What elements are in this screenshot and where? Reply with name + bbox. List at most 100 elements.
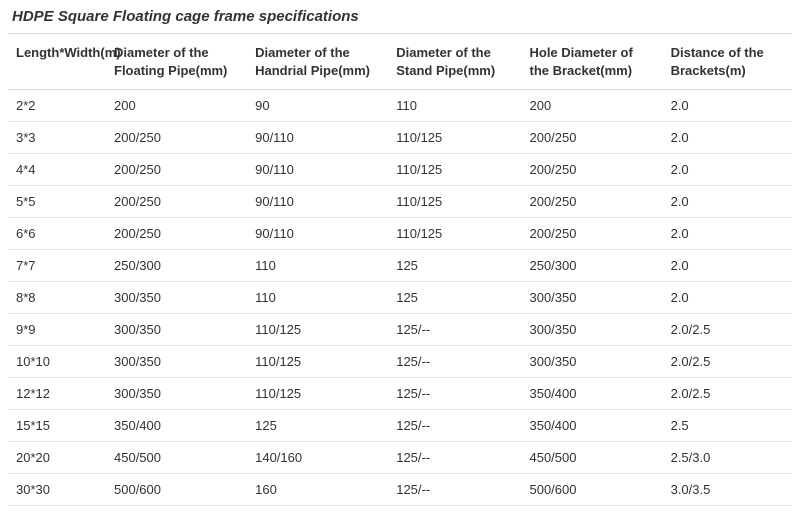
table-cell: 350/400: [521, 378, 662, 410]
table-cell: 300/350: [106, 314, 247, 346]
table-row: 15*15350/400125125/--350/4002.5: [8, 410, 792, 442]
table-row: 30*30500/600160125/--500/6003.0/3.5: [8, 474, 792, 506]
table-cell: 200/250: [106, 154, 247, 186]
col-header-distance-brackets: Distance of the Brackets(m): [663, 34, 792, 90]
table-cell: 12*12: [8, 378, 106, 410]
table-cell: 10*10: [8, 346, 106, 378]
table-cell: 2.0: [663, 186, 792, 218]
col-header-hole-diameter: Hole Diameter of the Bracket(mm): [521, 34, 662, 90]
table-cell: 2.0: [663, 250, 792, 282]
table-cell: 9*9: [8, 314, 106, 346]
table-cell: 90/110: [247, 154, 388, 186]
table-cell: 2*2: [8, 90, 106, 122]
table-row: 2*2200901102002.0: [8, 90, 792, 122]
table-row: 6*6200/25090/110110/125200/2502.0: [8, 218, 792, 250]
table-cell: 500/600: [106, 474, 247, 506]
table-cell: 125/--: [388, 314, 521, 346]
table-cell: 160: [247, 474, 388, 506]
table-cell: 125/--: [388, 378, 521, 410]
table-cell: 250/300: [521, 250, 662, 282]
table-cell: 125/--: [388, 442, 521, 474]
table-cell: 250/300: [106, 250, 247, 282]
table-cell: 110/125: [388, 218, 521, 250]
spec-table: Length*Width(m) Diameter of the Floating…: [8, 33, 792, 506]
table-cell: 110/125: [247, 314, 388, 346]
table-cell: 110/125: [247, 346, 388, 378]
table-cell: 3.0/3.5: [663, 474, 792, 506]
table-cell: 20*20: [8, 442, 106, 474]
table-cell: 300/350: [521, 282, 662, 314]
table-cell: 125: [388, 250, 521, 282]
table-row: 20*20450/500140/160125/--450/5002.5/3.0: [8, 442, 792, 474]
table-cell: 125/--: [388, 474, 521, 506]
table-row: 4*4200/25090/110110/125200/2502.0: [8, 154, 792, 186]
table-cell: 200/250: [521, 218, 662, 250]
table-cell: 125: [388, 282, 521, 314]
table-cell: 2.0: [663, 154, 792, 186]
table-cell: 15*15: [8, 410, 106, 442]
col-header-floating-pipe: Diameter of the Floating Pipe(mm): [106, 34, 247, 90]
table-row: 10*10300/350110/125125/--300/3502.0/2.5: [8, 346, 792, 378]
table-cell: 125/--: [388, 346, 521, 378]
table-row: 12*12300/350110/125125/--350/4002.0/2.5: [8, 378, 792, 410]
table-cell: 200: [106, 90, 247, 122]
table-cell: 300/350: [521, 314, 662, 346]
table-cell: 300/350: [521, 346, 662, 378]
table-cell: 300/350: [106, 282, 247, 314]
col-header-handrial-pipe: Diameter of the Handrial Pipe(mm): [247, 34, 388, 90]
table-header-row: Length*Width(m) Diameter of the Floating…: [8, 34, 792, 90]
table-cell: 200/250: [106, 218, 247, 250]
table-cell: 6*6: [8, 218, 106, 250]
table-cell: 450/500: [106, 442, 247, 474]
table-cell: 110: [247, 282, 388, 314]
table-cell: 3*3: [8, 122, 106, 154]
table-cell: 110/125: [388, 154, 521, 186]
table-cell: 110/125: [388, 122, 521, 154]
table-cell: 125/--: [388, 410, 521, 442]
table-cell: 90: [247, 90, 388, 122]
table-cell: 200/250: [521, 154, 662, 186]
table-cell: 125: [247, 410, 388, 442]
table-row: 5*5200/25090/110110/125200/2502.0: [8, 186, 792, 218]
table-cell: 200/250: [106, 122, 247, 154]
table-cell: 8*8: [8, 282, 106, 314]
table-cell: 90/110: [247, 186, 388, 218]
table-cell: 2.0/2.5: [663, 346, 792, 378]
col-header-stand-pipe: Diameter of the Stand Pipe(mm): [388, 34, 521, 90]
table-cell: 200/250: [521, 186, 662, 218]
table-row: 9*9300/350110/125125/--300/3502.0/2.5: [8, 314, 792, 346]
table-row: 7*7250/300110125250/3002.0: [8, 250, 792, 282]
table-cell: 2.0: [663, 122, 792, 154]
col-header-length-width: Length*Width(m): [8, 34, 106, 90]
table-cell: 2.5/3.0: [663, 442, 792, 474]
table-cell: 110: [388, 90, 521, 122]
table-cell: 200/250: [106, 186, 247, 218]
table-cell: 7*7: [8, 250, 106, 282]
table-cell: 300/350: [106, 346, 247, 378]
table-cell: 450/500: [521, 442, 662, 474]
table-cell: 2.0: [663, 90, 792, 122]
table-cell: 140/160: [247, 442, 388, 474]
table-cell: 2.0/2.5: [663, 314, 792, 346]
table-cell: 5*5: [8, 186, 106, 218]
table-cell: 4*4: [8, 154, 106, 186]
table-cell: 2.0: [663, 282, 792, 314]
table-cell: 200/250: [521, 122, 662, 154]
table-cell: 110/125: [247, 378, 388, 410]
table-cell: 2.0/2.5: [663, 378, 792, 410]
table-cell: 500/600: [521, 474, 662, 506]
table-cell: 110: [247, 250, 388, 282]
table-row: 3*3200/25090/110110/125200/2502.0: [8, 122, 792, 154]
table-cell: 300/350: [106, 378, 247, 410]
table-cell: 110/125: [388, 186, 521, 218]
table-cell: 30*30: [8, 474, 106, 506]
table-title: HDPE Square Floating cage frame specific…: [8, 4, 792, 33]
table-cell: 90/110: [247, 218, 388, 250]
table-cell: 2.0: [663, 218, 792, 250]
table-cell: 350/400: [521, 410, 662, 442]
table-cell: 90/110: [247, 122, 388, 154]
table-row: 8*8300/350110125300/3502.0: [8, 282, 792, 314]
table-cell: 200: [521, 90, 662, 122]
table-cell: 2.5: [663, 410, 792, 442]
table-cell: 350/400: [106, 410, 247, 442]
